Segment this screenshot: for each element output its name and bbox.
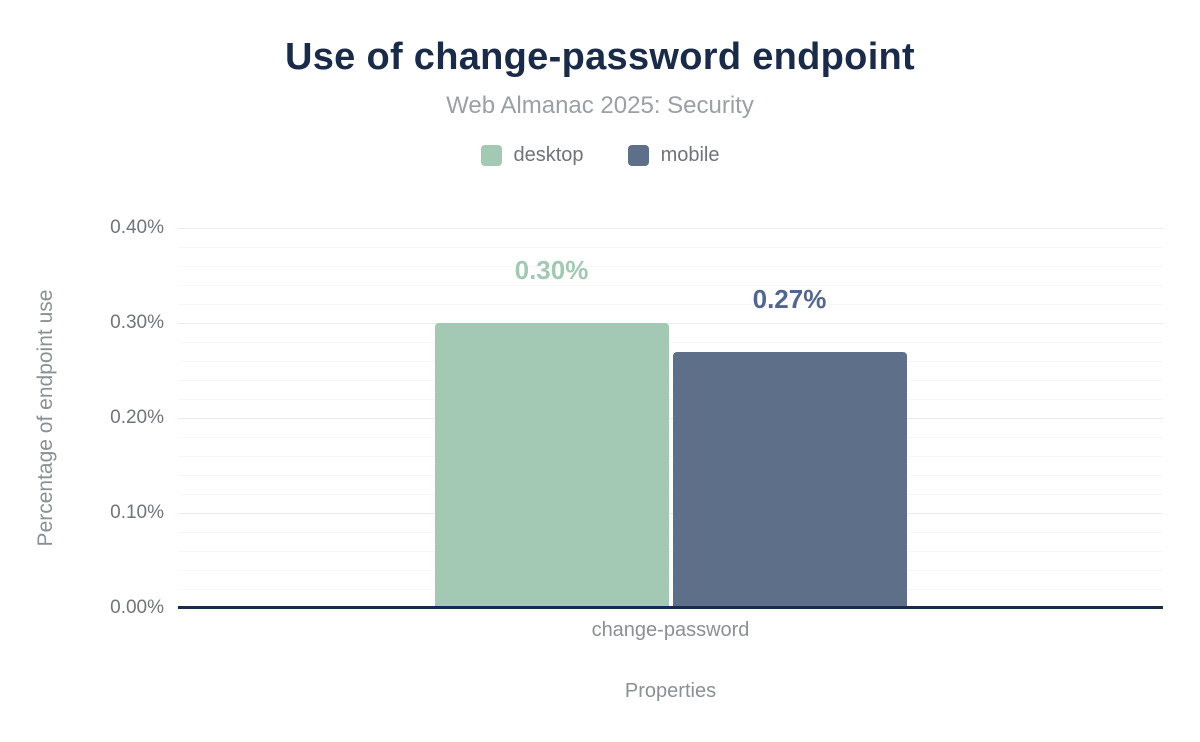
gridline-minor xyxy=(178,437,1163,438)
y-tick-label: 0.40% xyxy=(110,217,164,238)
x-axis-title: Properties xyxy=(624,680,717,702)
gridline-minor xyxy=(178,551,1163,552)
gridline-minor xyxy=(178,494,1163,495)
gridline-minor xyxy=(178,266,1163,267)
gridline-minor xyxy=(178,456,1163,457)
gridline-minor xyxy=(178,304,1163,305)
legend-item-desktop[interactable]: desktop xyxy=(480,144,584,167)
bar-value-label-mobile: 0.27% xyxy=(752,283,827,314)
gridline-major xyxy=(178,228,1163,229)
x-category-label: change-password xyxy=(591,619,750,641)
gridline-minor xyxy=(178,532,1163,533)
plot-area: 0.30% 0.27% xyxy=(178,228,1163,608)
gridline-minor xyxy=(178,589,1163,590)
gridline-minor xyxy=(178,475,1163,476)
gridline-major xyxy=(178,418,1163,419)
legend-label-desktop: desktop xyxy=(513,144,584,166)
gridline-minor xyxy=(178,570,1163,571)
y-tick-label: 0.10% xyxy=(110,502,164,523)
y-tick-label: 0.20% xyxy=(110,407,164,428)
legend-label-mobile: mobile xyxy=(660,144,720,166)
y-tick-label: 0.30% xyxy=(110,312,164,333)
gridline-minor xyxy=(178,380,1163,381)
bar-mobile[interactable] xyxy=(672,351,907,608)
y-axis-title: Percentage of endpoint use xyxy=(34,289,57,547)
chart-subtitle: Web Almanac 2025: Security xyxy=(446,92,754,119)
gridline-major xyxy=(178,323,1163,324)
gridline-minor xyxy=(178,342,1163,343)
desktop-swatch-icon xyxy=(480,145,502,166)
legend-item-mobile[interactable]: mobile xyxy=(627,144,720,167)
gridline-minor xyxy=(178,361,1163,362)
x-axis-line xyxy=(178,606,1163,609)
y-tick-label: 0.00% xyxy=(110,597,164,618)
chart-title: Use of change-password endpoint xyxy=(284,36,916,78)
gridline-minor xyxy=(178,285,1163,286)
bar-value-label-desktop: 0.30% xyxy=(514,255,589,285)
gridline-major xyxy=(178,513,1163,514)
gridline-minor xyxy=(178,247,1163,248)
gridline-minor xyxy=(178,399,1163,400)
bar-desktop[interactable] xyxy=(434,323,669,608)
legend: desktop mobile xyxy=(0,144,1200,167)
mobile-swatch-icon xyxy=(627,145,649,166)
